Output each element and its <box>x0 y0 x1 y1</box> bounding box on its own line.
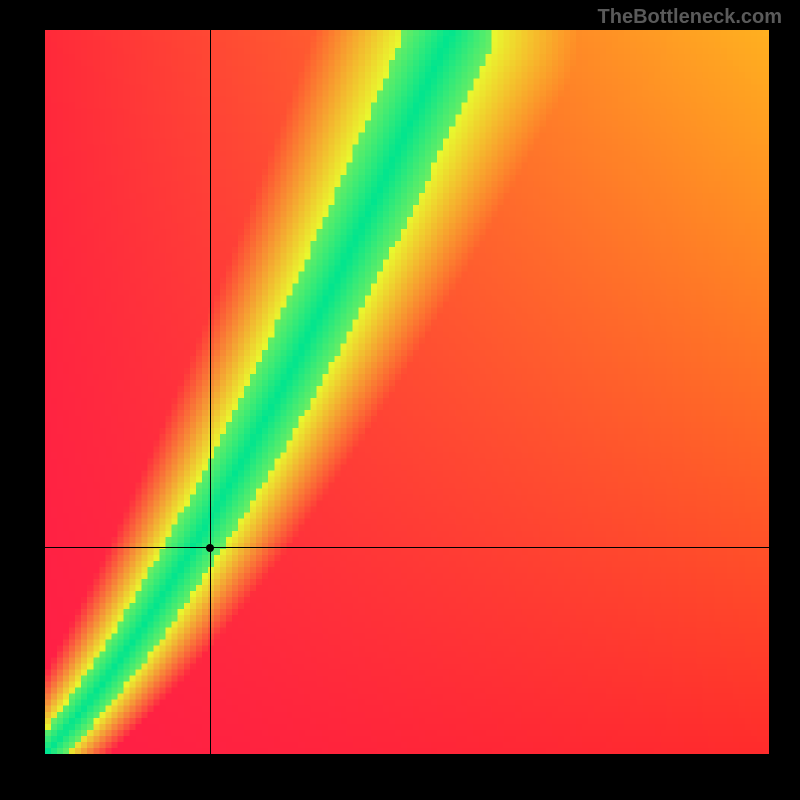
watermark-text: TheBottleneck.com <box>598 6 782 29</box>
bottleneck-heatmap <box>45 30 769 754</box>
chart-container: { "watermark": { "text": "TheBottleneck.… <box>0 0 800 800</box>
crosshair-horizontal <box>45 547 769 548</box>
crosshair-marker <box>206 544 214 552</box>
crosshair-vertical <box>210 30 211 754</box>
